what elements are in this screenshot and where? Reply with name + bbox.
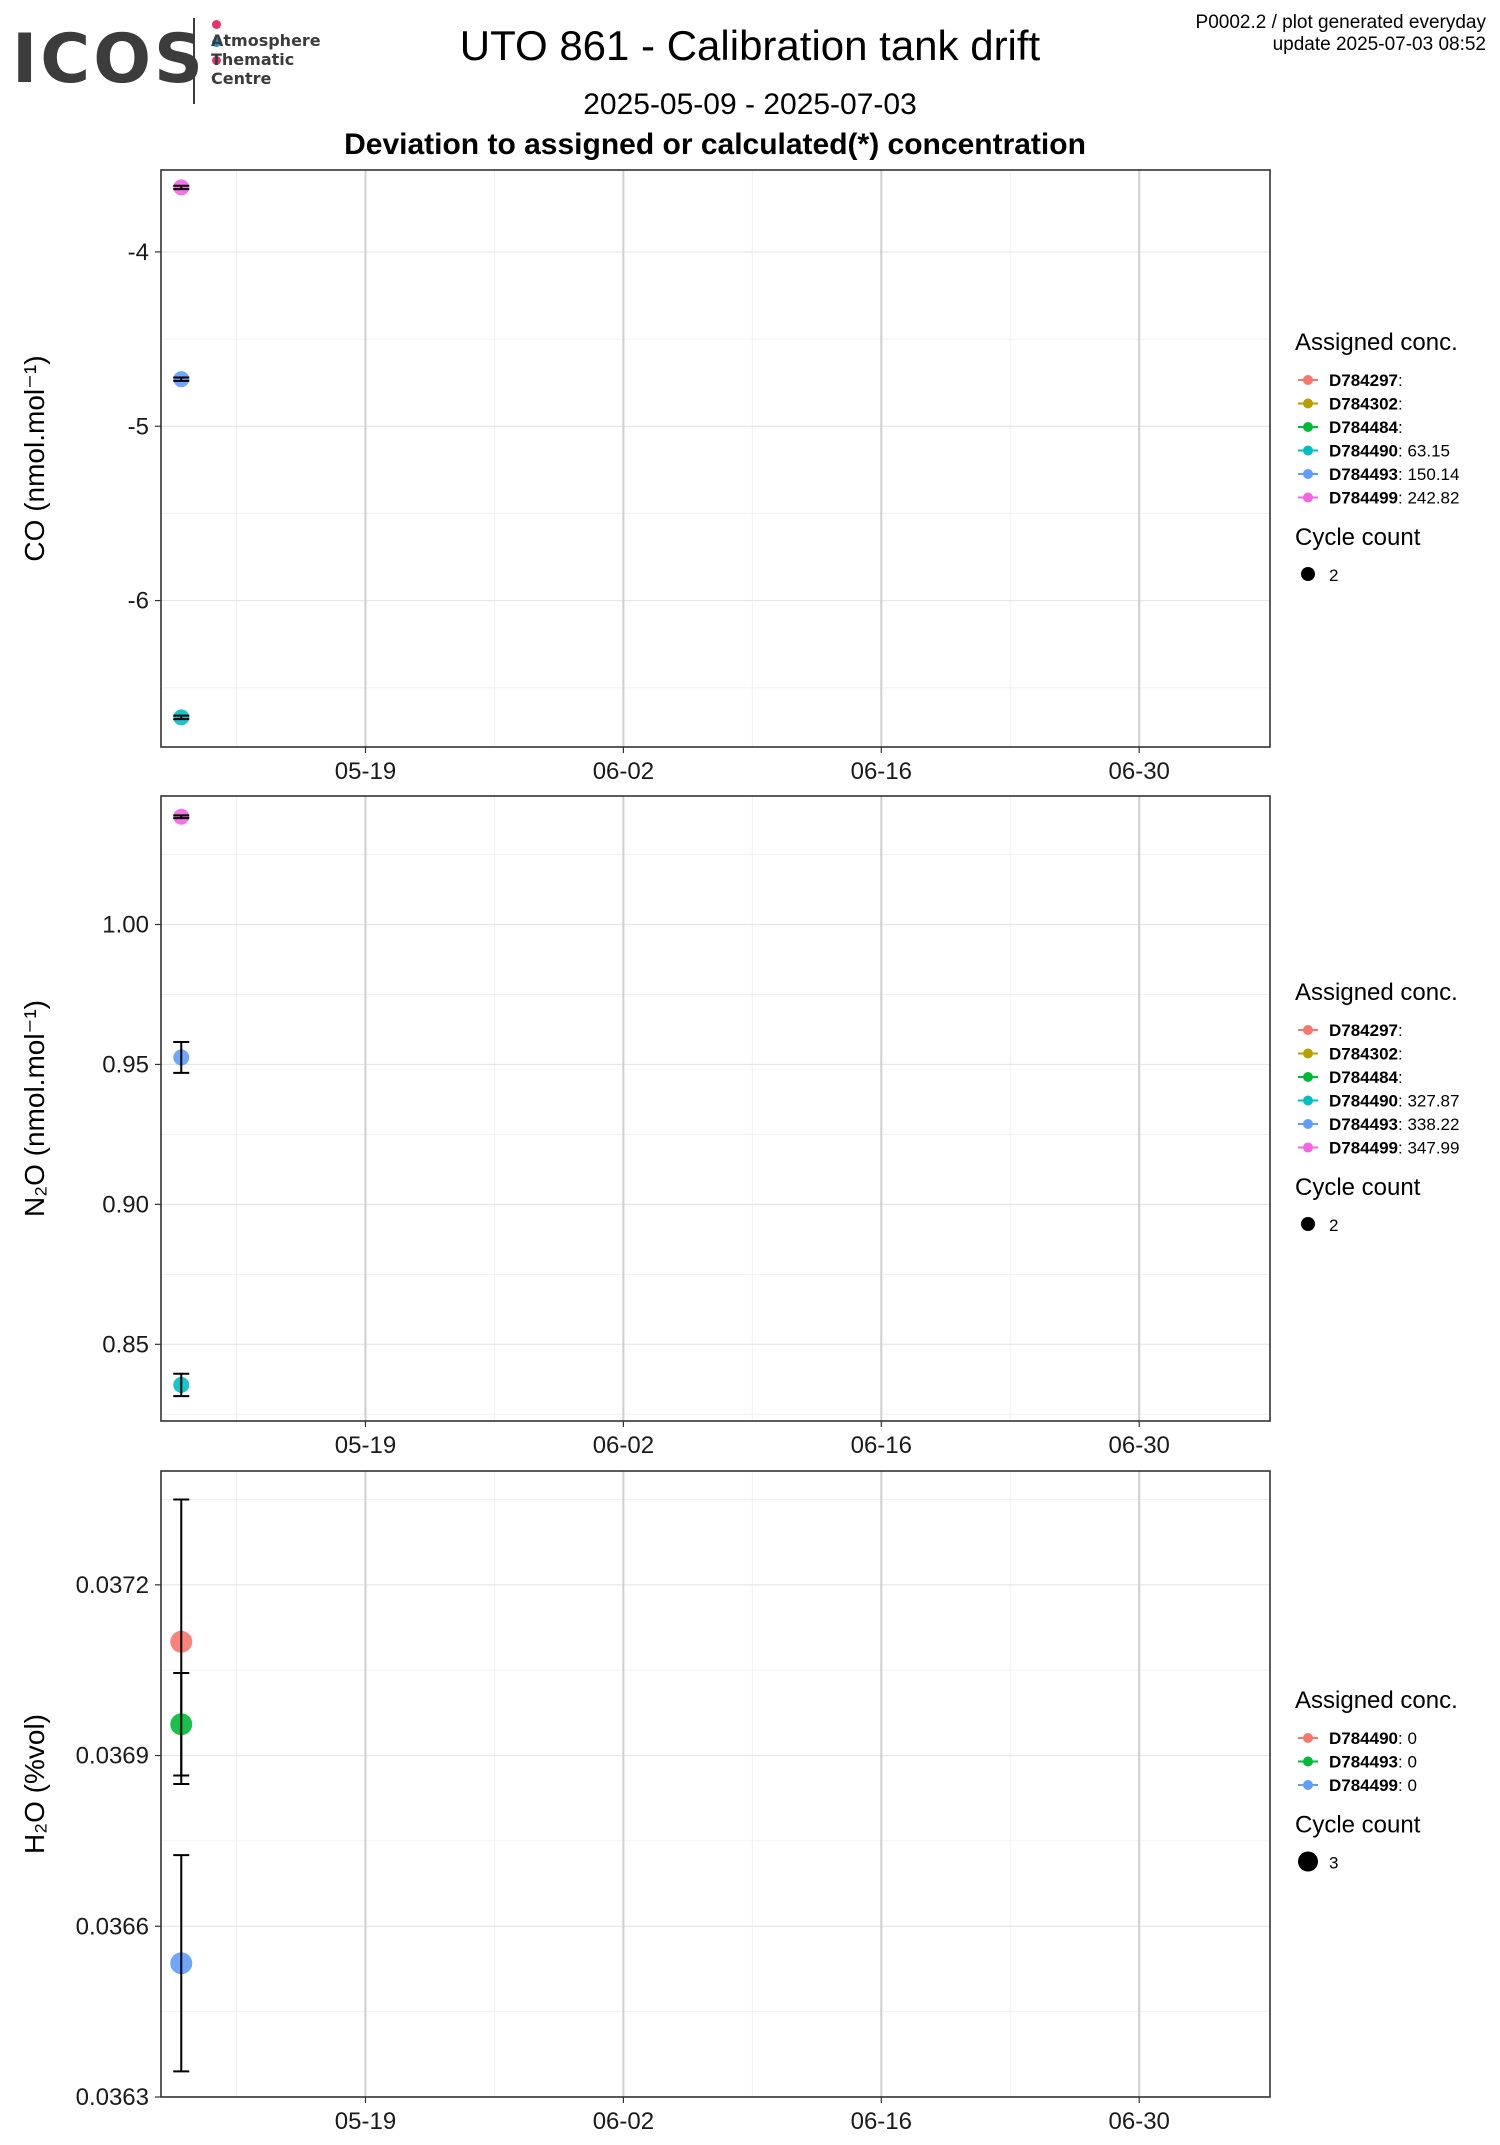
y-tick-label: -6 [128,588,149,615]
legend-entry: D784499: 347.99 [1329,1139,1459,1158]
legend-entry: D784493: 150.14 [1329,465,1459,484]
legend-key-dot [1303,1119,1313,1129]
legend-key-dot [1303,1143,1313,1153]
legend-key-dot [1303,1096,1313,1106]
legend-entry: D784302: [1329,1045,1403,1064]
legend-key-dot [1303,375,1313,385]
legend-entry: D784499: 242.82 [1329,489,1459,508]
legend-title: Assigned conc. [1295,329,1458,356]
legend-entry: D784484: [1329,418,1403,437]
size-legend-title: Cycle count [1295,1812,1421,1839]
plot-background [161,1471,1270,2097]
x-tick-label: 06-02 [593,758,654,785]
y-tick-label: 0.0369 [76,1743,149,1770]
y-tick-label: 0.85 [102,1331,149,1358]
legend-entry: D784493: 338.22 [1329,1115,1459,1134]
size-legend-label: 2 [1329,566,1338,585]
legend-entry: D784490: 327.87 [1329,1092,1459,1111]
y-tick-label: 0.0363 [76,2084,149,2111]
chart-panel-2: 0.85 0.90 0.95 1.00 05-19 06-02 06-16 06-30 N₂O … [19,796,1459,1459]
x-tick-label: 06-30 [1109,2108,1170,2135]
legend-entry: D784297: [1329,1021,1403,1040]
legend-key-dot [1303,1757,1313,1767]
x-tick-label: 06-02 [593,2108,654,2135]
legend-key-dot [1303,469,1313,479]
x-tick-label: 06-30 [1109,1432,1170,1459]
y-tick-label: 0.0372 [76,1572,149,1599]
legend-key-dot [1303,1733,1313,1743]
legend-key-dot [1303,1025,1313,1035]
legend-key-dot [1303,1780,1313,1790]
legend-entry: D784297: [1329,371,1403,390]
legend-entry: D784499: 0 [1329,1776,1417,1795]
size-legend-label: 3 [1329,1854,1338,1873]
legend-entry: D784493: 0 [1329,1753,1417,1772]
legend-key-dot [1303,422,1313,432]
size-legend-title: Cycle count [1295,524,1421,551]
legend-entry: D784484: [1329,1068,1403,1087]
x-tick-label: 05-19 [335,758,396,785]
legend-title: Assigned conc. [1295,979,1458,1006]
x-tick-label: 06-16 [851,1432,912,1459]
size-legend-label: 2 [1329,1216,1338,1235]
size-legend-dot [1301,1217,1315,1231]
x-tick-label: 05-19 [335,2108,396,2135]
chart-panel-3: 0.0363 0.0366 0.0369 0.0372 05-19 06-02 06-16 0… [19,1471,1458,2135]
x-tick-label: 06-16 [851,2108,912,2135]
legend-key-dot [1303,399,1313,409]
legend-key-dot [1303,1049,1313,1059]
size-legend-dot [1301,567,1315,581]
y-tick-label: -5 [128,413,149,440]
legend-entry: D784302: [1329,395,1403,414]
size-legend-dot [1298,1852,1318,1872]
x-tick-label: 06-30 [1109,758,1170,785]
x-tick-label: 06-16 [851,758,912,785]
legend-entry: D784490: 63.15 [1329,442,1450,461]
x-tick-label: 06-02 [593,1432,654,1459]
legend-title: Assigned conc. [1295,1687,1458,1714]
plot-background [161,796,1270,1421]
y-tick-label: 0.90 [102,1191,149,1218]
y-tick-label: 1.00 [102,911,149,938]
legend-key-dot [1303,493,1313,503]
x-tick-label: 05-19 [335,1432,396,1459]
y-tick-label: 0.0366 [76,1913,149,1940]
y-tick-label: 0.95 [102,1051,149,1078]
legend-key-dot [1303,1072,1313,1082]
chart-panel-1: -6 -5 -4 05-19 06-02 06-16 06-30 CO (nmol.mol⁻¹… [19,170,1459,785]
y-axis-label: N₂O (nmol.mol⁻¹) [19,1000,50,1217]
size-legend-title: Cycle count [1295,1174,1421,1201]
y-axis-label: CO (nmol.mol⁻¹) [19,355,50,561]
plot-background [161,170,1270,747]
legend-entry: D784490: 0 [1329,1729,1417,1748]
legend-key-dot [1303,446,1313,456]
y-axis-label: H₂O (%vol) [19,1714,50,1854]
y-tick-label: -4 [128,239,149,266]
